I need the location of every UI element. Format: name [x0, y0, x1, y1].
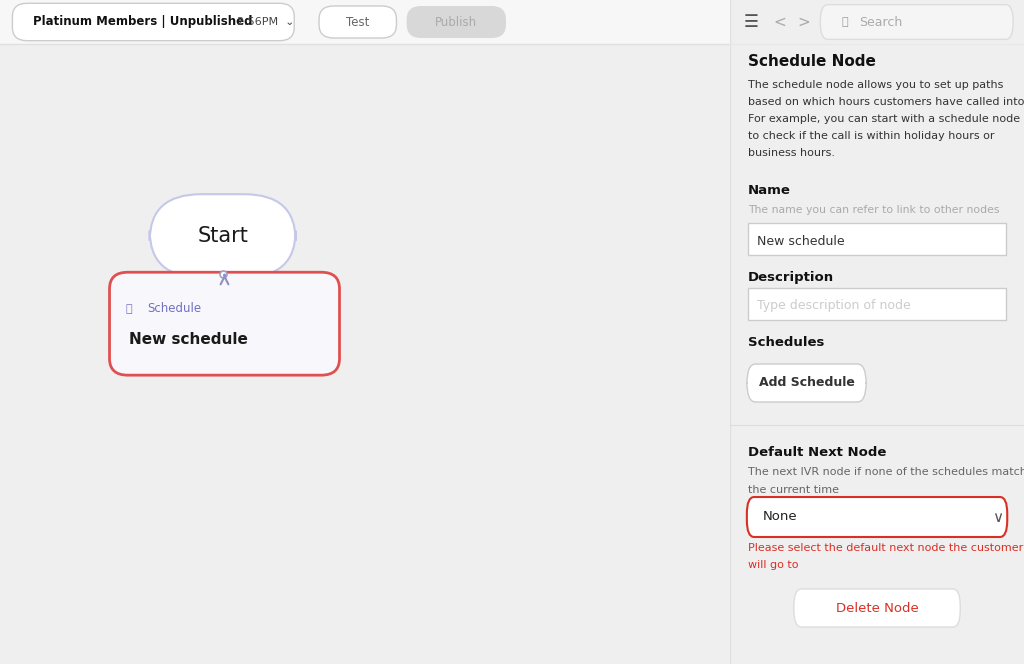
FancyBboxPatch shape — [407, 6, 506, 38]
Text: >: > — [798, 15, 810, 29]
Text: Schedules: Schedules — [748, 335, 824, 349]
Text: The schedule node allows you to set up paths: The schedule node allows you to set up p… — [748, 80, 1004, 90]
Text: Default Next Node: Default Next Node — [748, 446, 886, 459]
FancyBboxPatch shape — [748, 288, 1007, 320]
Text: Add Schedule: Add Schedule — [759, 376, 854, 390]
FancyBboxPatch shape — [794, 589, 961, 627]
Text: <: < — [774, 15, 786, 29]
Text: None: None — [763, 511, 797, 523]
Text: Publish: Publish — [435, 15, 477, 29]
FancyBboxPatch shape — [12, 3, 294, 41]
FancyBboxPatch shape — [746, 497, 1008, 537]
Text: Type description of node: Type description of node — [757, 299, 910, 313]
FancyBboxPatch shape — [319, 6, 396, 38]
Text: Test: Test — [346, 15, 370, 29]
FancyBboxPatch shape — [820, 5, 1013, 39]
Text: Name: Name — [748, 183, 791, 197]
FancyBboxPatch shape — [746, 364, 866, 402]
Text: Delete Node: Delete Node — [836, 602, 919, 614]
Text: Description: Description — [748, 270, 834, 284]
FancyBboxPatch shape — [150, 194, 296, 277]
Text: ☰: ☰ — [743, 13, 758, 31]
Text: based on which hours customers have called into.: based on which hours customers have call… — [748, 97, 1024, 107]
Text: the current time: the current time — [748, 485, 839, 495]
Text: Search: Search — [859, 15, 903, 29]
Text: 📅: 📅 — [126, 303, 132, 314]
FancyBboxPatch shape — [110, 272, 340, 375]
Text: Please select the default next node the customer: Please select the default next node the … — [748, 543, 1023, 553]
FancyBboxPatch shape — [0, 0, 730, 44]
Text: 2:56PM  ⌄: 2:56PM ⌄ — [238, 17, 295, 27]
Text: 🔍: 🔍 — [842, 17, 848, 27]
Text: The name you can refer to link to other nodes: The name you can refer to link to other … — [748, 205, 999, 215]
Text: to check if the call is within holiday hours or: to check if the call is within holiday h… — [748, 131, 994, 141]
Text: Schedule: Schedule — [147, 302, 202, 315]
Text: Schedule Node: Schedule Node — [748, 54, 876, 70]
Text: Start: Start — [198, 226, 248, 246]
Text: New schedule: New schedule — [757, 234, 844, 248]
Text: business hours.: business hours. — [748, 148, 835, 158]
Text: will go to: will go to — [748, 560, 799, 570]
FancyBboxPatch shape — [748, 223, 1007, 255]
Text: For example, you can start with a schedule node: For example, you can start with a schedu… — [748, 114, 1020, 124]
Text: The next IVR node if none of the schedules match: The next IVR node if none of the schedul… — [748, 467, 1024, 477]
Text: New schedule: New schedule — [129, 333, 248, 347]
Text: ∨: ∨ — [992, 509, 1004, 525]
Text: Platinum Members | Unpublished: Platinum Members | Unpublished — [33, 15, 252, 29]
